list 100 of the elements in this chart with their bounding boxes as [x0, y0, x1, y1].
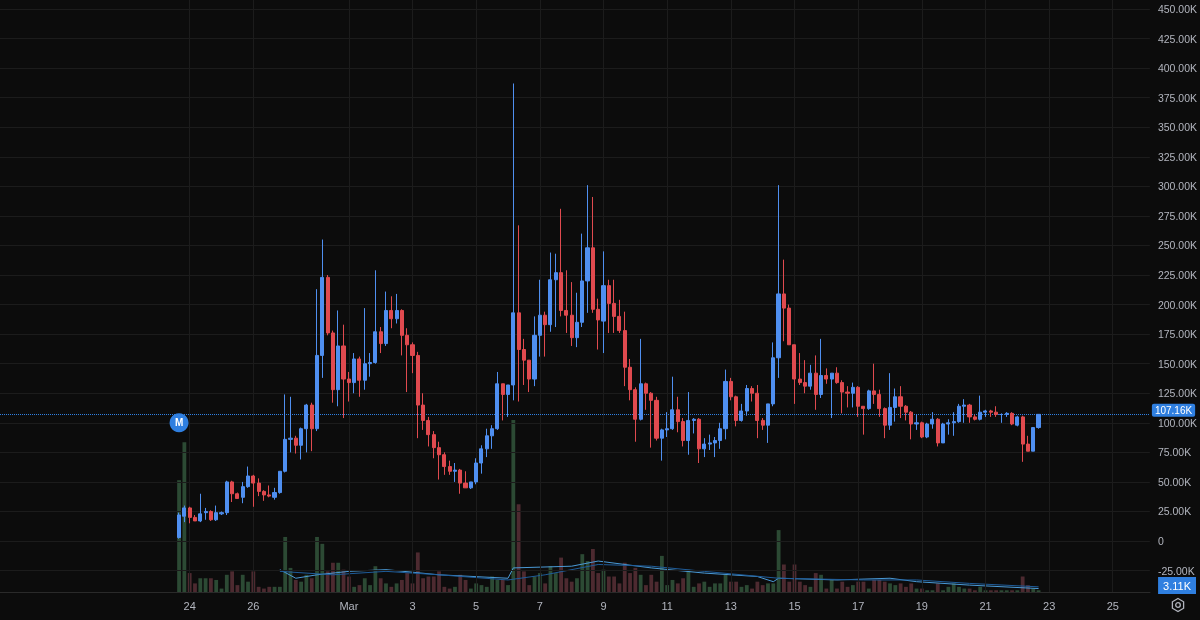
x-tick-label: 23: [1043, 599, 1056, 612]
y-tick-label: 50.00K: [1157, 475, 1192, 488]
y-tick-label: -25.00K: [1157, 564, 1195, 577]
bar: [553, 573, 558, 592]
bar: [214, 579, 219, 592]
candlestick: [830, 372, 834, 419]
candlestick: [448, 460, 452, 476]
y-tick-label: 300.00K: [1157, 180, 1198, 193]
y-tick-label: 450.00K: [1157, 2, 1198, 15]
candlestick: [639, 338, 643, 421]
bar: [702, 581, 707, 592]
candlestick: [570, 281, 574, 347]
candlestick: [357, 356, 361, 398]
x-tick-label: 26: [247, 599, 260, 612]
bar: [744, 585, 749, 592]
y-tick-label: 175.00K: [1157, 328, 1198, 341]
candlestick: [686, 391, 690, 456]
x-tick-label: 17: [852, 599, 865, 612]
candlestick: [204, 507, 208, 521]
y-tick-label: 275.00K: [1157, 209, 1198, 222]
bar: [336, 562, 341, 592]
candlestick: [379, 326, 383, 354]
bar: [585, 561, 590, 592]
x-tick-label: 3: [409, 599, 416, 612]
y-tick-label: 75.00K: [1157, 446, 1192, 459]
candlestick: [739, 403, 743, 423]
bar: [543, 583, 548, 592]
candlestick: [819, 338, 823, 399]
annotation: M: [174, 417, 184, 429]
bar: [352, 586, 357, 592]
candlestick: [601, 250, 606, 354]
candlestick: [761, 417, 765, 431]
x-tick-label: Mar: [339, 599, 359, 612]
candlestick: [294, 435, 298, 455]
y-tick-label: 325.00K: [1157, 150, 1198, 163]
bar: [500, 579, 505, 592]
candlestick: [920, 421, 924, 439]
candlestick: [395, 293, 399, 324]
bar: [309, 578, 314, 592]
candlestick: [543, 311, 547, 358]
x-tick-label: 21: [979, 599, 992, 612]
candlestick: [389, 295, 393, 329]
bar: [230, 571, 235, 592]
candlestick: [310, 402, 314, 452]
candlestick: [692, 417, 696, 434]
x-tick-label: 19: [915, 599, 928, 612]
y-tick-label: 100.00K: [1157, 416, 1198, 429]
candlestick: [814, 354, 818, 411]
bar: [293, 579, 298, 592]
bar: [209, 578, 213, 592]
candlestick: [336, 309, 340, 407]
candlestick: [1005, 411, 1009, 418]
candlestick: [198, 493, 202, 523]
candlestick: [1010, 411, 1014, 426]
bar: [384, 583, 388, 592]
y-tick-label: 150.00K: [1157, 357, 1198, 370]
y-tick-label: 125.00K: [1157, 387, 1198, 400]
bar: [691, 586, 696, 592]
bar: [378, 578, 383, 592]
bar: [776, 530, 781, 592]
bar: [850, 585, 855, 592]
bar: [760, 585, 765, 592]
y-tick-label: 350.00K: [1157, 121, 1198, 134]
bar: [829, 579, 834, 592]
text: 3.11K: [1163, 579, 1192, 592]
candlestick: [867, 389, 871, 411]
candlestick: [851, 382, 855, 408]
x-tick-label: 15: [788, 599, 801, 612]
candlestick: [745, 384, 749, 417]
bar: [866, 588, 871, 592]
candlestick: [251, 474, 255, 508]
candlestick: [808, 364, 812, 391]
y-tick-label: 250.00K: [1157, 239, 1198, 252]
candlestick: [702, 437, 706, 458]
ref-line-label: 107.16K: [1154, 404, 1193, 416]
candlestick: [883, 406, 887, 439]
x-tick-label: 24: [183, 599, 196, 612]
candlestick: [1015, 415, 1019, 427]
y-tick-label: 200.00K: [1157, 298, 1198, 311]
candlestick: [697, 417, 701, 464]
bar: [882, 581, 887, 592]
x-tick-label: 25: [1106, 599, 1119, 612]
bar: [638, 574, 643, 592]
y-tick-label: 400.00K: [1157, 62, 1198, 75]
candlestick: [554, 253, 558, 328]
candlestick: [824, 367, 828, 385]
bar: [697, 583, 701, 592]
candlestick: [936, 417, 940, 447]
bar: [872, 579, 877, 592]
bar: [224, 574, 229, 592]
candlestick: [209, 509, 213, 522]
bar: [824, 588, 829, 592]
candlestick: [914, 414, 919, 431]
bar: [389, 586, 394, 592]
bar: [978, 586, 983, 592]
y-tick-label: 375.00K: [1157, 91, 1198, 104]
candlestick: [453, 462, 457, 483]
y-tick-label: 225.00K: [1157, 269, 1198, 282]
candlestick: [384, 291, 388, 347]
candlestick: [501, 383, 505, 421]
